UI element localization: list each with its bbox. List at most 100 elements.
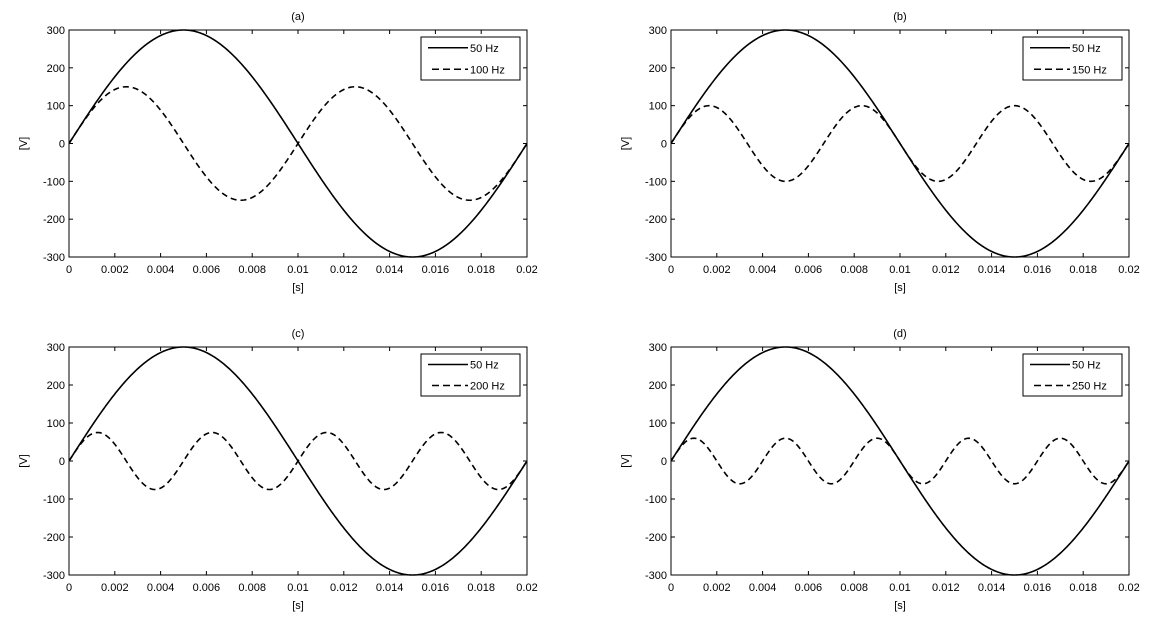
x-tick-label: 0.014	[376, 582, 404, 594]
y-tick-label: -200	[43, 532, 65, 544]
x-tick-label: 0	[668, 264, 674, 276]
legend: 50 Hz 250 Hz	[1022, 353, 1123, 397]
subplot-d: (d) [s] [V] 0 0.002 0.004 0.006 0.008 0.01 0.0…	[620, 328, 1140, 612]
x-tick-label: 0.016	[1024, 582, 1052, 594]
x-tick-label: 0.008	[840, 264, 868, 276]
y-tick-label: 0	[661, 139, 667, 151]
y-tick-label: 200	[47, 63, 65, 75]
y-tick-label: 300	[47, 25, 65, 37]
y-tick-label: 100	[649, 101, 667, 113]
x-tick-label: 0.004	[749, 582, 777, 594]
plot-area	[69, 346, 527, 576]
legend: 50 Hz 100 Hz	[420, 36, 521, 81]
x-tick-label: 0.018	[467, 582, 495, 594]
plot-area	[69, 29, 527, 258]
subplot-a: (a) [s] [V] 0 0.002 0.004 0.006 0.008 0.01 0.0…	[18, 11, 538, 294]
x-tick-label: 0.002	[101, 264, 129, 276]
subplot-c: (c) [s] [V] 0 0.002 0.004 0.006 0.008 0.01 0.0…	[18, 328, 538, 612]
y-axis-label: [V]	[620, 454, 632, 467]
legend: 50 Hz 150 Hz	[1022, 36, 1123, 81]
y-tick-label: 0	[59, 456, 65, 468]
plot-area	[671, 29, 1129, 258]
legend-box	[420, 353, 521, 397]
x-axis-label: [s]	[894, 282, 906, 294]
y-axis-label: [V]	[18, 454, 30, 467]
x-tick-label: 0.018	[1069, 582, 1097, 594]
x-tick-label: 0.01	[889, 264, 910, 276]
y-axis-label: [V]	[18, 137, 30, 150]
legend: 50 Hz 200 Hz	[420, 353, 521, 397]
x-tick-label: 0.016	[1024, 264, 1052, 276]
x-tick-label: 0.02	[1118, 264, 1139, 276]
y-tick-label: 300	[47, 342, 65, 354]
y-tick-label: -200	[645, 214, 667, 226]
y-tick-label: -200	[43, 214, 65, 226]
subplot-title: (b)	[893, 11, 906, 23]
x-tick-label: 0.014	[376, 264, 404, 276]
legend-label: 50 Hz	[1072, 43, 1101, 55]
y-axis-label: [V]	[620, 137, 632, 150]
legend-label: 100 Hz	[470, 64, 505, 76]
legend-label: 250 Hz	[1072, 381, 1107, 393]
x-tick-label: 0.008	[238, 582, 266, 594]
legend-box	[420, 36, 521, 81]
y-tick-label: 100	[47, 101, 65, 113]
legend-label: 150 Hz	[1072, 64, 1107, 76]
x-tick-label: 0.014	[978, 582, 1006, 594]
subplot-title: (d)	[893, 328, 906, 340]
legend-label: 50 Hz	[470, 360, 499, 372]
x-tick-label: 0.016	[422, 582, 450, 594]
x-tick-label: 0.02	[516, 582, 537, 594]
y-tick-label: -300	[43, 570, 65, 582]
x-tick-label: 0.012	[330, 582, 358, 594]
x-tick-label: 0.01	[889, 582, 910, 594]
x-tick-label: 0.002	[101, 582, 129, 594]
x-tick-label: 0.018	[467, 264, 495, 276]
y-tick-label: -100	[645, 494, 667, 506]
x-tick-label: 0.004	[749, 264, 777, 276]
x-tick-label: 0.006	[795, 582, 823, 594]
x-tick-label: 0.018	[1069, 264, 1097, 276]
x-axis-label: [s]	[292, 600, 304, 612]
x-tick-label: 0.002	[703, 582, 731, 594]
subplot-title: (c)	[292, 328, 305, 340]
y-tick-label: -300	[43, 252, 65, 264]
series-line-250-hz	[671, 437, 1129, 485]
x-tick-label: 0.01	[287, 582, 308, 594]
series-line-200-hz	[69, 431, 527, 491]
x-tick-label: 0.01	[287, 264, 308, 276]
x-tick-label: 0.006	[193, 582, 221, 594]
x-tick-label: 0.008	[238, 264, 266, 276]
legend-label: 50 Hz	[1072, 360, 1101, 372]
y-tick-label: 200	[649, 63, 667, 75]
y-tick-label: 300	[649, 342, 667, 354]
y-tick-label: -100	[43, 494, 65, 506]
x-tick-label: 0.02	[1118, 582, 1139, 594]
x-tick-label: 0.014	[978, 264, 1006, 276]
x-tick-label: 0.004	[147, 264, 175, 276]
x-tick-label: 0.02	[516, 264, 537, 276]
x-tick-label: 0.012	[932, 264, 960, 276]
y-tick-label: 100	[47, 418, 65, 430]
x-tick-label: 0	[66, 264, 72, 276]
subplot-title: (a)	[291, 11, 304, 23]
series-line-100-hz	[69, 85, 527, 202]
x-tick-label: 0.002	[703, 264, 731, 276]
x-tick-label: 0.008	[840, 582, 868, 594]
legend-box	[1022, 36, 1123, 81]
x-axis-label: [s]	[894, 600, 906, 612]
plot-area	[671, 346, 1129, 576]
y-tick-label: -300	[645, 570, 667, 582]
y-tick-label: 200	[649, 380, 667, 392]
x-axis-label: [s]	[292, 282, 304, 294]
y-tick-label: -100	[43, 176, 65, 188]
y-tick-label: 0	[59, 139, 65, 151]
legend-box	[1022, 353, 1123, 397]
x-tick-label: 0.006	[795, 264, 823, 276]
x-tick-label: 0.004	[147, 582, 175, 594]
x-tick-label: 0.012	[932, 582, 960, 594]
x-tick-label: 0	[668, 582, 674, 594]
y-tick-label: 300	[649, 25, 667, 37]
